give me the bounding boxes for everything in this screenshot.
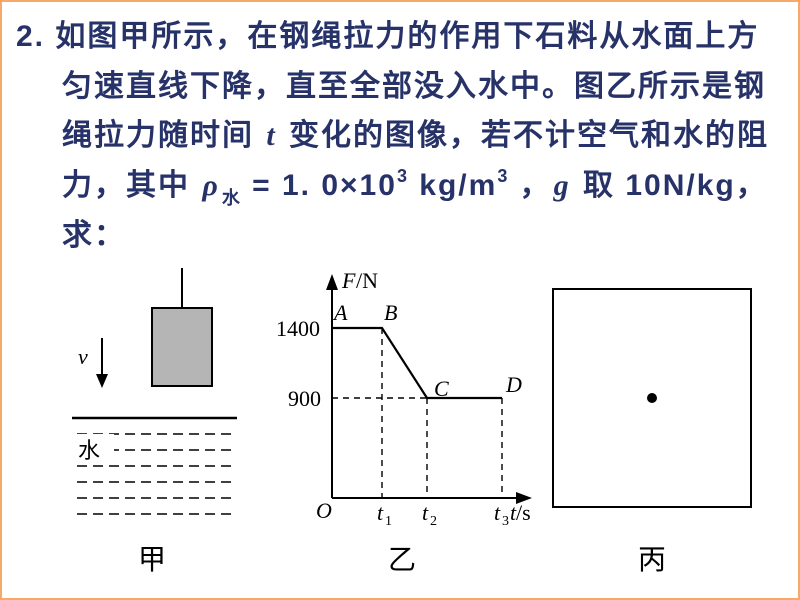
stone-block	[152, 308, 212, 386]
figure-bing: 丙	[552, 268, 752, 578]
origin-label: O	[316, 498, 332, 523]
bing-dot	[647, 393, 657, 403]
question-text-block: 2. 如图甲所示，在钢绳拉力的作用下石料从水面上方 匀速直线下降，直至全部没入水…	[16, 12, 784, 261]
yi-svg: F /N O 1400 900 t 1 t 2 t 3 t /s	[262, 268, 542, 538]
exp1: 3	[397, 166, 409, 186]
xtick-t2: t	[422, 500, 429, 525]
y-axis-F: F	[341, 268, 356, 293]
force-curve	[332, 328, 502, 398]
xtick-t3: t	[494, 500, 501, 525]
y-axis-unit: /N	[356, 268, 378, 293]
line4: 力，其中 ρ水 = 1. 0×103 kg/m3 ，g 取 10N/kg，求：	[62, 161, 784, 261]
caption-yi: 乙	[262, 538, 542, 578]
x-axis-unit: /s	[516, 500, 531, 525]
xtick-t1: t	[377, 500, 384, 525]
l4-eq2: kg/m	[409, 169, 497, 202]
rho-sub: 水	[222, 188, 242, 208]
ytick-900: 900	[288, 386, 321, 411]
line1: 2. 如图甲所示，在钢绳拉力的作用下石料从水面上方	[16, 12, 784, 62]
xtick-t2-sub: 2	[430, 514, 437, 529]
l4-eq1: = 1. 0×10	[242, 169, 397, 202]
point-B: B	[384, 300, 397, 325]
l3-pre: 绳拉力随时间	[62, 119, 264, 152]
jia-svg: v 水	[62, 268, 242, 538]
question-number: 2.	[16, 20, 45, 53]
caption-bing: 丙	[552, 538, 752, 578]
figure-yi: F /N O 1400 900 t 1 t 2 t 3 t /s	[262, 268, 542, 578]
figures-row: v 水 甲	[62, 268, 762, 578]
water-label: 水	[78, 438, 100, 463]
l4-pre: 力，其中	[62, 169, 200, 202]
l2-text: 匀速直线下降，直至全部没入水中。图乙所示是钢	[62, 70, 766, 103]
l1-text: 如图甲所示，在钢绳拉力的作用下石料从水面上方	[55, 20, 759, 53]
l4-mid: ，	[509, 169, 551, 202]
l3-post: 变化的图像，若不计空气和水的阻	[279, 119, 769, 152]
physics-question-page: 2. 如图甲所示，在钢绳拉力的作用下石料从水面上方 匀速直线下降，直至全部没入水…	[0, 0, 800, 600]
point-D: D	[505, 372, 522, 397]
exp2: 3	[497, 166, 509, 186]
caption-jia: 甲	[62, 538, 242, 578]
bing-box	[552, 288, 752, 508]
line2: 匀速直线下降，直至全部没入水中。图乙所示是钢	[62, 62, 784, 112]
figure-jia: v 水 甲	[62, 268, 242, 578]
ytick-1400: 1400	[276, 316, 320, 341]
point-A: A	[332, 300, 348, 325]
rho: ρ	[200, 169, 221, 202]
xtick-t1-sub: 1	[385, 514, 392, 529]
g-var: g	[552, 169, 573, 202]
v-label: v	[78, 344, 88, 369]
xtick-t3-sub: 3	[502, 514, 509, 529]
var-t: t	[264, 119, 278, 152]
point-C: C	[434, 376, 449, 401]
line3: 绳拉力随时间 t 变化的图像，若不计空气和水的阻	[62, 111, 784, 161]
